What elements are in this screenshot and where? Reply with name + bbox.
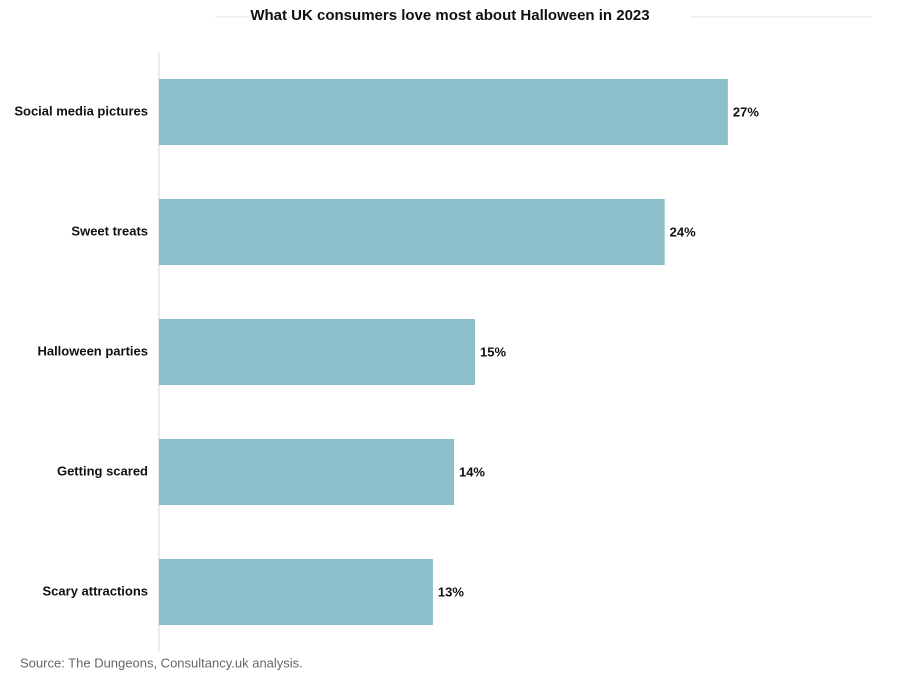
- bar: [159, 439, 454, 505]
- y-tick-label: Social media pictures: [14, 103, 148, 118]
- bar: [159, 199, 665, 265]
- y-tick-label: Halloween parties: [37, 343, 148, 358]
- value-label: 14%: [459, 464, 485, 479]
- value-label: 13%: [438, 584, 464, 599]
- source-note: Source: The Dungeons, Consultancy.uk ana…: [20, 655, 303, 670]
- chart-title: What UK consumers love most about Hallow…: [250, 7, 649, 24]
- bar: [159, 79, 728, 145]
- value-label: 24%: [670, 224, 696, 239]
- value-label: 27%: [733, 104, 759, 119]
- y-tick-label: Sweet treats: [71, 223, 148, 238]
- y-tick-label: Scary attractions: [43, 583, 149, 598]
- value-label: 15%: [480, 344, 506, 359]
- bar: [159, 559, 433, 625]
- bar: [159, 319, 476, 385]
- y-tick-label: Getting scared: [57, 463, 148, 478]
